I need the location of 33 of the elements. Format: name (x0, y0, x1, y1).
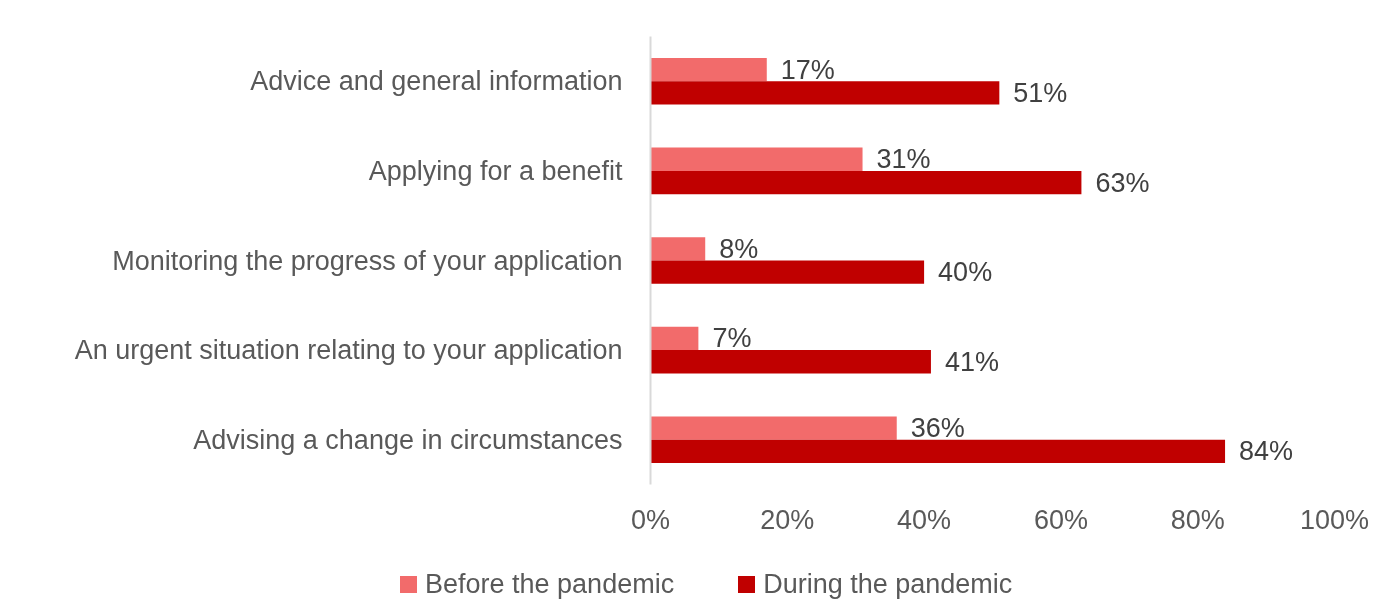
bar (650, 147, 863, 171)
bar (650, 350, 931, 374)
bar (650, 439, 1226, 463)
y-tick-label: Advising a change in circumstances (193, 424, 623, 455)
data-label: 84% (1239, 436, 1294, 467)
legend-label: Before the pandemic (425, 568, 675, 601)
bar (650, 81, 1000, 105)
data-label: 8% (719, 233, 759, 264)
x-tick-label: 40% (897, 504, 952, 535)
y-tick-label: Monitoring the progress of your application (112, 245, 623, 276)
data-label: 63% (1095, 167, 1150, 198)
data-label: 41% (944, 346, 999, 377)
x-tick-label: 60% (1033, 504, 1088, 535)
bar (650, 326, 699, 351)
data-label: 7% (712, 323, 752, 354)
data-label: 40% (938, 257, 993, 288)
x-tick-label: 100% (1299, 504, 1370, 535)
y-tick-label: An urgent situation relating to your application (74, 335, 623, 366)
data-label: 31% (876, 144, 931, 175)
data-label: 51% (1013, 77, 1068, 108)
data-label: 36% (910, 413, 965, 444)
bar (650, 58, 767, 82)
bar (650, 237, 706, 261)
x-tick-label: 0% (630, 504, 671, 535)
bar (650, 260, 925, 284)
y-tick-label: Applying for a benefit (368, 155, 623, 186)
x-tick-label: 80% (1170, 504, 1225, 535)
y-tick-label: Advice and general information (250, 66, 623, 97)
legend-label: During the pandemic (763, 568, 1013, 601)
bar (650, 416, 897, 440)
x-tick-label: 20% (760, 504, 815, 535)
data-label: 17% (780, 54, 835, 85)
bar (650, 170, 1082, 195)
